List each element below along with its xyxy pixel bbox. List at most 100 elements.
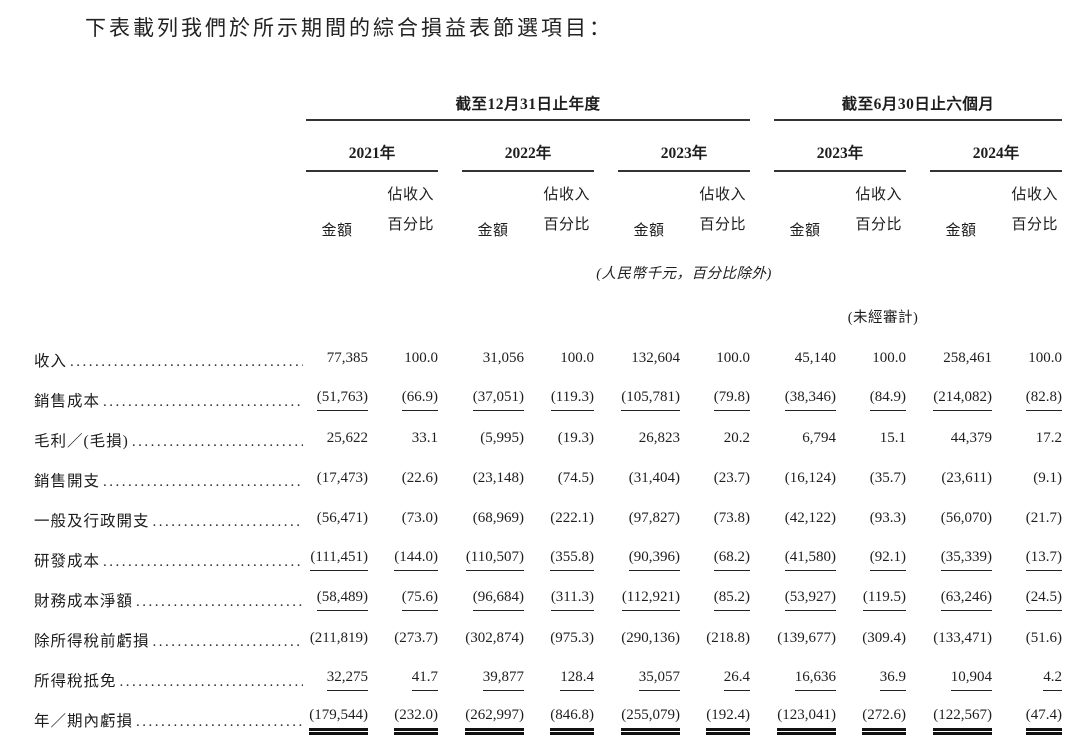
percent-cell: (73.0) [368, 493, 438, 533]
column-gap [750, 333, 774, 373]
row-label-wrap: 除所得稅前虧損 [34, 629, 306, 651]
cell-value: (13.7) [1025, 549, 1063, 571]
percent-cell: 128.4 [524, 653, 594, 693]
row-label: 收入 [34, 333, 306, 373]
percent-cell: 4.2 [992, 653, 1063, 693]
percent-subheader-line2: 百分比 [855, 217, 903, 233]
row-label-wrap: 一般及行政開支 [34, 509, 306, 531]
cell-value: (23,611) [941, 470, 993, 486]
cell-value: 77,385 [326, 350, 368, 366]
percent-subheader-line2: 百分比 [1011, 217, 1059, 233]
year-header-2024-interim: 2024年 [930, 120, 1063, 172]
dot-leader [103, 553, 303, 571]
column-gap [750, 493, 774, 533]
percent-subheader-line1: 佔收入 [387, 187, 434, 203]
row-label-text: 收入 [34, 353, 68, 370]
amount-subheader: 金額 [789, 223, 821, 239]
percent-cell: (19.3) [524, 413, 594, 453]
cell-value: 6,794 [802, 430, 837, 446]
cell-value: (273.7) [394, 630, 438, 646]
percent-cell: (272.6) [836, 693, 907, 735]
percent-cell: 20.2 [680, 413, 750, 453]
column-gap [750, 453, 774, 493]
amount-cell: (211,819) [306, 613, 368, 653]
column-gap [906, 373, 930, 413]
row-label-text: 年／期內虧損 [34, 713, 134, 730]
percent-cell: 100.0 [368, 333, 438, 373]
percent-subheader-line2: 百分比 [543, 217, 590, 233]
column-gap [750, 373, 774, 413]
dot-leader [153, 513, 303, 531]
cell-value: 128.4 [560, 669, 594, 691]
percent-cell: 41.7 [368, 653, 438, 693]
amount-cell: 16,636 [774, 653, 837, 693]
percent-cell: 17.2 [992, 413, 1062, 453]
amount-cell: (302,874) [462, 613, 524, 653]
percent-cell: (24.5) [992, 573, 1063, 613]
row-label: 年／期內虧損 [34, 693, 306, 733]
cell-value: (21.7) [1025, 510, 1063, 526]
column-gap [594, 171, 618, 243]
cell-value: (56,070) [940, 510, 993, 526]
amount-cell: 132,604 [618, 333, 680, 373]
amount-cell: (290,136) [618, 613, 680, 653]
table-row: 研發成本 (111,451) (144.0) (110,507) (355.8) (90,… [34, 533, 1063, 573]
column-gap [594, 373, 618, 413]
cell-value: (122,567) [933, 707, 993, 735]
cell-value: (105,781) [621, 389, 680, 411]
cell-value: (119.5) [862, 589, 907, 611]
column-gap [750, 413, 774, 453]
column-gap [906, 693, 930, 733]
amount-subheader: 金額 [477, 223, 509, 239]
percent-subheader: 佔收入 百分比 [836, 171, 906, 243]
cell-value: 26,823 [638, 430, 680, 446]
empty-cell [34, 84, 306, 120]
cell-value: (74.5) [557, 470, 594, 486]
percent-cell: (119.3) [524, 373, 594, 413]
column-gap [594, 693, 618, 733]
column-gap [906, 493, 930, 533]
percent-subheader: 佔收入 百分比 [368, 171, 438, 243]
percent-cell: (273.7) [368, 613, 438, 653]
column-gap [438, 453, 462, 493]
column-gap [906, 533, 930, 573]
cell-value: (51.6) [1025, 630, 1063, 646]
percent-cell: (74.5) [524, 453, 594, 493]
cell-value: (133,471) [933, 630, 993, 646]
cell-value: 100.0 [560, 350, 594, 366]
percent-cell: (975.3) [524, 613, 594, 653]
cell-value: 16,636 [794, 669, 837, 691]
column-gap [438, 333, 462, 373]
row-label: 銷售開支 [34, 453, 306, 493]
cell-value: (97,827) [628, 510, 680, 526]
unaudited-note-row: (未經審計) [34, 289, 1062, 333]
percent-cell: (22.6) [368, 453, 438, 493]
dot-leader [136, 593, 303, 611]
cell-value: (232.0) [394, 707, 438, 735]
percent-subheader: 佔收入 百分比 [680, 171, 750, 243]
table-row: 毛利／(毛損) 25,622 33.1 (5,995) (19.3) 26,823 20.2… [34, 413, 1062, 453]
percent-cell: 33.1 [368, 413, 438, 453]
amount-cell: (96,684) [462, 573, 524, 613]
cell-value: (85.2) [713, 589, 751, 611]
cell-value: (139,677) [777, 630, 837, 646]
percent-cell: (144.0) [368, 533, 438, 573]
cell-value: 41.7 [411, 669, 438, 691]
cell-value: 25,622 [326, 430, 368, 446]
cell-value: (19.3) [557, 430, 594, 446]
row-label: 除所得稅前虧損 [34, 613, 306, 653]
amount-cell: (68,969) [462, 493, 524, 533]
percent-subheader-line1: 佔收入 [699, 187, 747, 203]
amount-cell: (56,471) [306, 493, 368, 533]
subheader-row: 金額 佔收入 百分比 金額 佔收入 百分比 金額 佔收入 百分比 金額 佔收入 百分比 … [34, 171, 1062, 243]
amount-cell: 32,275 [306, 653, 368, 693]
column-gap [594, 493, 618, 533]
cell-value: (75.6) [401, 589, 438, 611]
cell-value: 26.4 [723, 669, 751, 691]
year-header-2021: 2021年 [306, 120, 438, 172]
percent-cell: (93.3) [836, 493, 906, 533]
cell-value: (58,489) [316, 589, 368, 611]
cell-value: 31,056 [482, 350, 524, 366]
cell-value: (355.8) [550, 549, 594, 571]
cell-value: (17,473) [316, 470, 368, 486]
